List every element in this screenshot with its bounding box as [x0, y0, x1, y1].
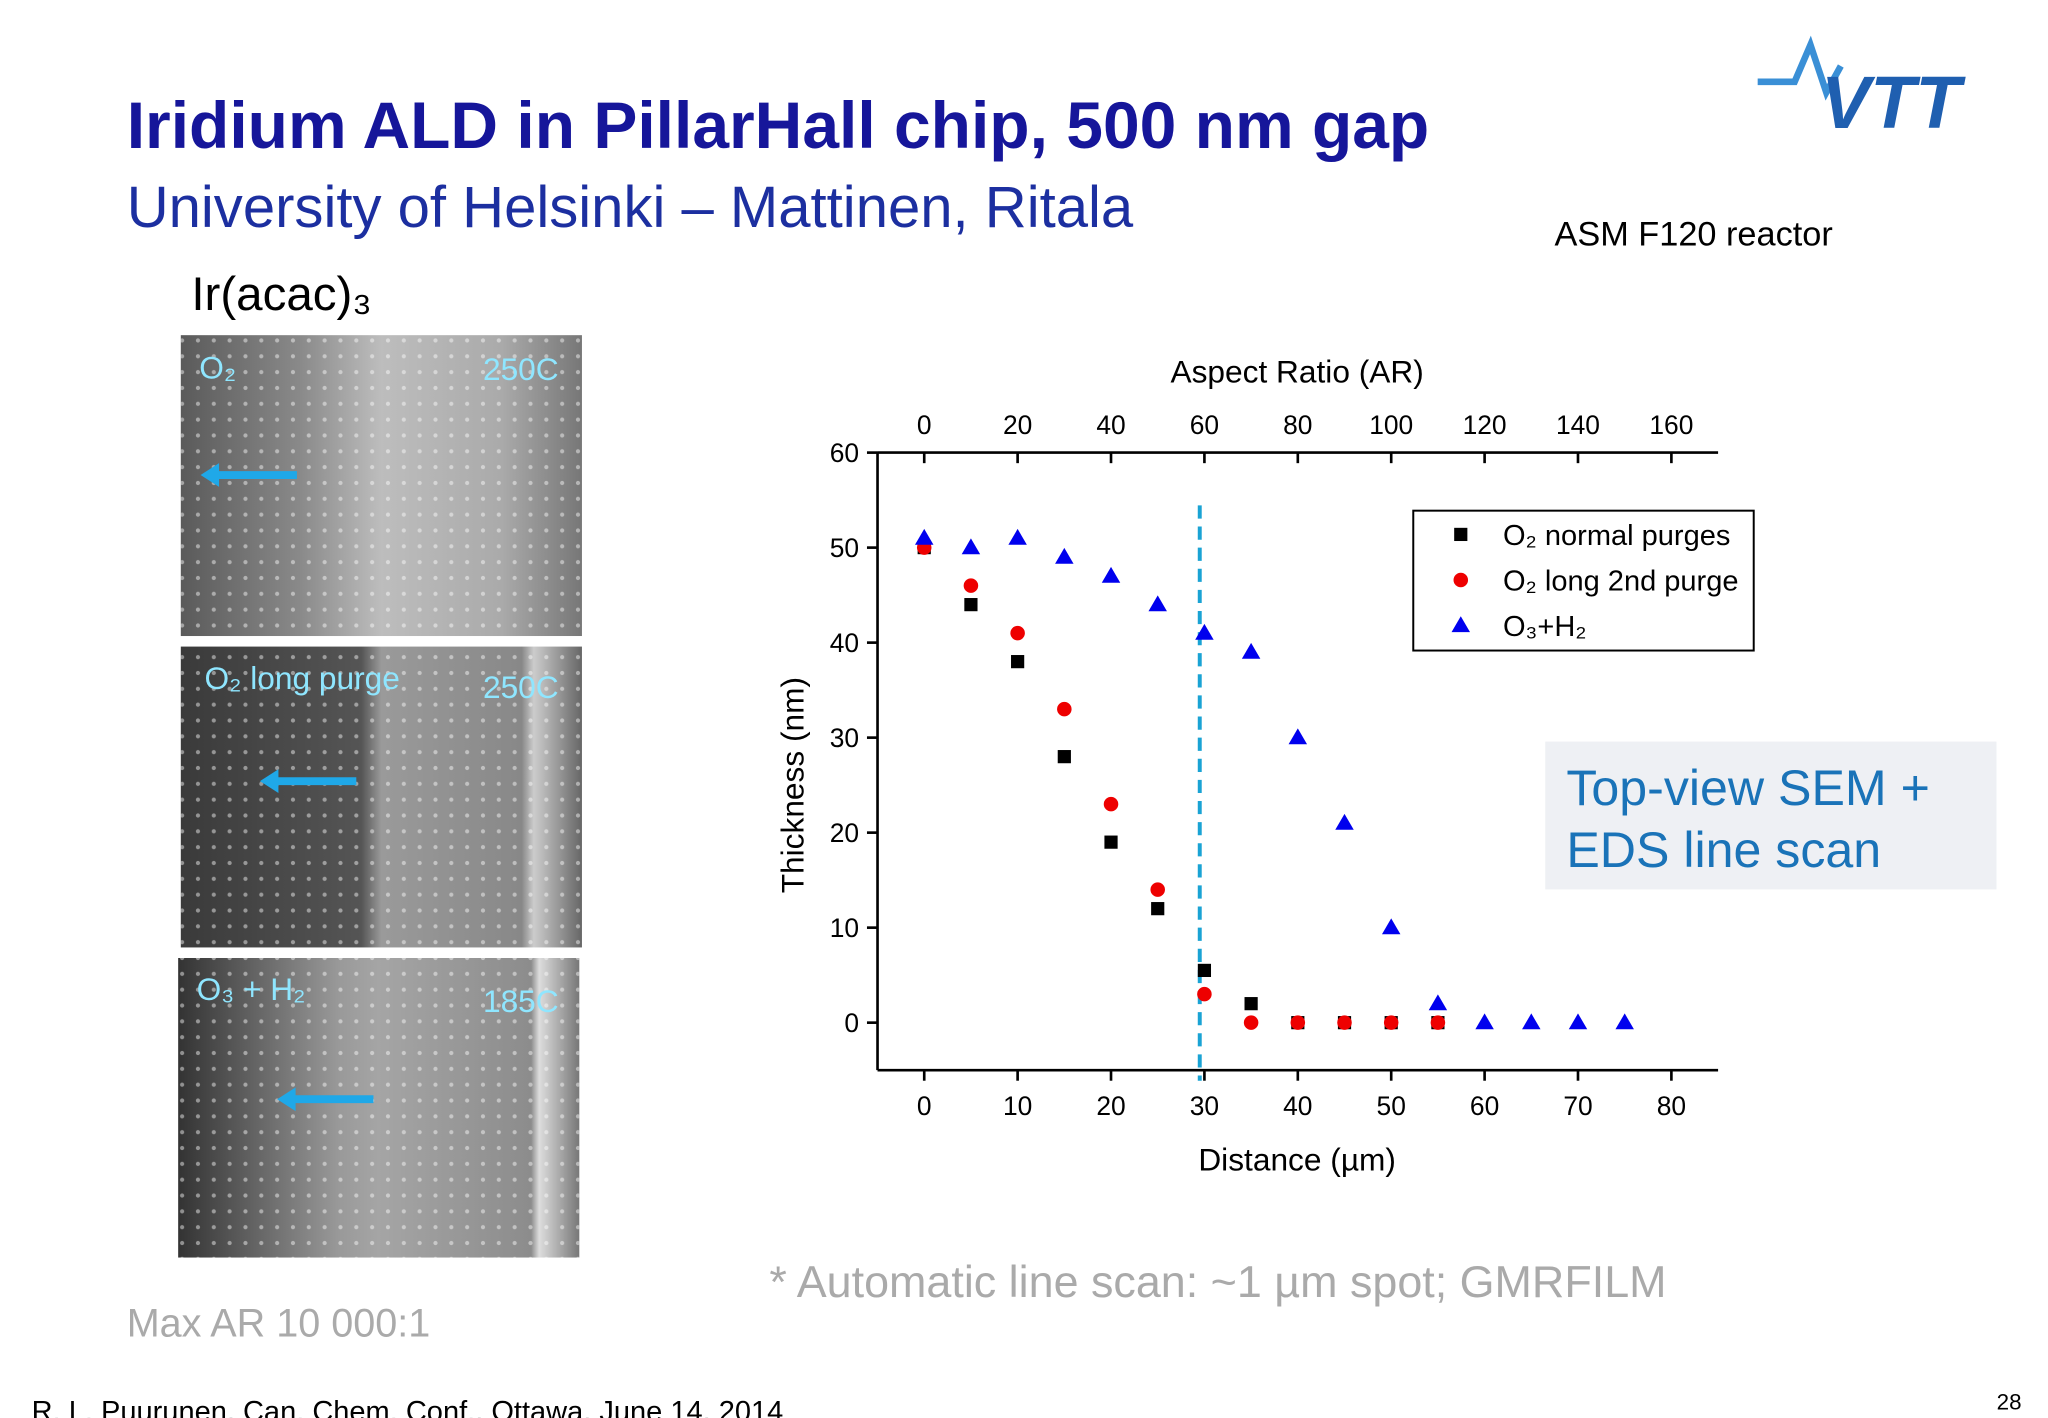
- sem-image: O₂ long purge 250C: [180, 646, 582, 948]
- data-point: [1335, 813, 1354, 830]
- y-tick-label: 40: [830, 628, 859, 658]
- x-tick-label: 60: [1470, 1091, 1499, 1121]
- data-point: [1522, 1013, 1541, 1030]
- data-point: [1568, 1013, 1588, 1030]
- logo-wave: [1757, 35, 1844, 101]
- data-point: [1430, 1015, 1446, 1030]
- y-axis-label: Thickness (nm): [775, 677, 811, 893]
- data-point: [1151, 902, 1165, 916]
- image-label: O₃ + H₂: [197, 971, 306, 1007]
- x-tick-label: 40: [1283, 1091, 1312, 1121]
- data-point: [1383, 1015, 1399, 1030]
- data-point: [1101, 566, 1121, 583]
- marker: [1451, 616, 1471, 633]
- data-point: [1010, 625, 1025, 641]
- x2-tick-label: 140: [1556, 410, 1600, 440]
- x-tick-label: 80: [1657, 1091, 1686, 1121]
- x2-tick-label: 80: [1283, 410, 1312, 440]
- data-point: [1290, 1015, 1306, 1030]
- legend-label: O₂ normal purges: [1503, 520, 1730, 552]
- data-point: [1008, 528, 1027, 545]
- x-tick-label: 70: [1563, 1091, 1592, 1121]
- image-temp: 250C: [483, 669, 559, 705]
- data-point: [963, 578, 979, 593]
- callout-text: EDS line scan: [1566, 822, 1881, 878]
- data-point: [1428, 994, 1448, 1011]
- data-point: [1148, 595, 1167, 612]
- page-number: 28: [1997, 1389, 2022, 1414]
- marker: [1453, 572, 1469, 588]
- data-point: [1057, 701, 1072, 717]
- citation: R. L. Puurunen, Can. Chem. Conf., Ottawa…: [32, 1396, 784, 1418]
- data-point: [1475, 1013, 1494, 1030]
- x2-tick-label: 100: [1369, 410, 1413, 440]
- data-point: [1197, 986, 1212, 1002]
- legend-label: O₃+H₂: [1503, 611, 1587, 643]
- data-point: [1195, 623, 1214, 640]
- sem-image: O₂ 250C: [180, 335, 582, 637]
- marker: [1454, 527, 1468, 542]
- logo-text: VTT: [1821, 61, 1966, 144]
- x-tick-label: 0: [917, 1091, 932, 1121]
- x-tick-label: 50: [1377, 1091, 1406, 1121]
- x2-tick-label: 20: [1003, 410, 1032, 440]
- x-tick-label: 20: [1096, 1091, 1125, 1121]
- data-point: [1288, 728, 1308, 745]
- data-point: [961, 538, 981, 555]
- data-point: [1055, 547, 1074, 564]
- data-point: [964, 598, 978, 612]
- callout-text: Top-view SEM +: [1566, 760, 1930, 816]
- logo: VTT: [1757, 35, 1966, 144]
- data-point: [1197, 963, 1212, 978]
- data-point: [1104, 835, 1118, 849]
- y-tick-label: 30: [830, 723, 859, 753]
- x2-tick-label: 160: [1649, 410, 1693, 440]
- y-tick-label: 20: [830, 818, 859, 848]
- data-point: [1011, 655, 1025, 669]
- y-tick-label: 0: [844, 1008, 859, 1038]
- reactor-label: ASM F120 reactor: [1554, 215, 1832, 253]
- precursor: Ir(acac)₃: [191, 268, 371, 321]
- x2-axis-label: Aspect Ratio (AR): [1170, 354, 1423, 390]
- y-tick-label: 50: [830, 533, 859, 563]
- data-point: [1150, 882, 1165, 897]
- image-temp: 185C: [483, 983, 559, 1019]
- subtitle: University of Helsinki – Mattinen, Rital…: [127, 175, 1134, 240]
- x2-tick-label: 60: [1190, 410, 1219, 440]
- data-point: [1244, 997, 1258, 1011]
- x2-tick-label: 40: [1096, 410, 1125, 440]
- image-label: O₂: [199, 350, 236, 386]
- legend-label: O₂ long 2nd purge: [1503, 566, 1739, 598]
- x2-tick-label: 120: [1463, 410, 1507, 440]
- data-point: [1241, 642, 1261, 659]
- data-point: [1381, 918, 1401, 935]
- footnote: * Automatic line scan: ~1 µm spot; GMRFI…: [769, 1256, 1666, 1307]
- sem-image: O₃ + H₂ 185C: [178, 958, 580, 1258]
- y-tick-label: 60: [830, 438, 859, 468]
- data-point: [1057, 750, 1071, 764]
- image-label: O₂ long purge: [205, 660, 400, 696]
- data-point: [914, 528, 934, 545]
- data-point: [1243, 1015, 1259, 1030]
- image-temp: 250C: [483, 351, 559, 387]
- max-ar: Max AR 10 000:1: [127, 1302, 431, 1346]
- x-tick-label: 30: [1190, 1091, 1219, 1121]
- x2-tick-label: 0: [917, 410, 932, 440]
- callout-box: [1545, 741, 1997, 890]
- legend-box: [1412, 509, 1755, 652]
- title: Iridium ALD in PillarHall chip, 500 nm g…: [127, 88, 1430, 162]
- x-axis-label: Distance (µm): [1198, 1141, 1396, 1177]
- data-point: [1615, 1013, 1634, 1030]
- x-tick-label: 10: [1003, 1091, 1032, 1121]
- chart: Aspect Ratio (AR) Distance (µm) Thicknes…: [775, 354, 1755, 1177]
- data-point: [1337, 1015, 1352, 1030]
- y-tick-label: 10: [830, 913, 859, 943]
- data-point: [1103, 796, 1119, 812]
